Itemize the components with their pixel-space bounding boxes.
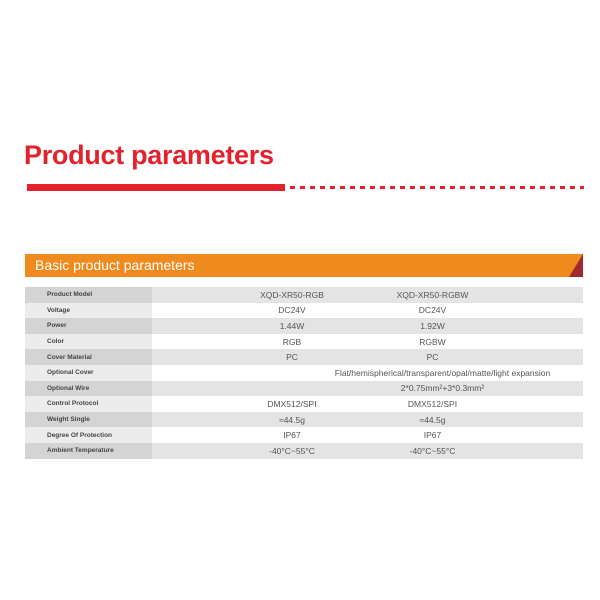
row-label: Control Protocol [25,396,152,412]
row-label: Optional Cover [25,364,152,381]
table-row: Degree Of Protection IP67 IP67 [25,427,583,443]
section-header: Basic product parameters [25,254,583,277]
table-row: Control Protocol DMX512/SPI DMX512/SPI [25,396,583,412]
row-value-rgbw: -40°C~55°C [392,442,583,459]
row-value-rgb: IP67 [152,427,392,443]
title-underline-solid [27,184,285,191]
title-underline-dashed [290,186,584,189]
row-value-rgbw: 1.92W [392,318,583,334]
table-row: Ambient Temperature -40°C~55°C -40°C~55°C [25,442,583,459]
page-title: Product parameters [24,140,274,170]
section-title: Basic product parameters [35,257,195,273]
row-label: Color [25,333,152,350]
table-row: Optional Wire 2*0.75mm²+3*0.3mm² [25,380,583,397]
row-label: Cover Material [25,349,152,365]
table-row: Product Model XQD-XR50-RGB XQD-XR50-RGBW [25,287,583,303]
row-value: 2*0.75mm²+3*0.3mm² [152,380,583,397]
row-label: Degree Of Protection [25,427,152,443]
row-label: Voltage [25,302,152,319]
row-value-rgb: XQD-XR50-RGB [152,287,392,303]
row-value-rgbw: DMX512/SPI [392,396,583,412]
row-value-rgb: PC [152,349,392,365]
row-value-rgb: RGB [152,333,392,350]
row-label: Optional Wire [25,380,152,397]
row-value-rgb: -40°C~55°C [152,442,392,459]
row-value-rgbw: RGBW [392,333,583,350]
table-row: Weight Single ≈44.5g ≈44.5g [25,411,583,428]
row-value-rgbw: XQD-XR50-RGBW [392,287,583,303]
row-label: Power [25,318,152,334]
row-value-rgbw: DC24V [392,302,583,319]
table-row: Power 1.44W 1.92W [25,318,583,334]
row-value: Flat/hemispherical/transparent/opal/matt… [152,364,583,381]
row-label: Product Model [25,287,152,303]
row-value-rgbw: ≈44.5g [392,411,583,428]
table-row: Optional Cover Flat/hemispherical/transpa… [25,364,583,381]
table-row: Voltage DC24V DC24V [25,302,583,319]
row-value-rgbw: IP67 [392,427,583,443]
row-value-rgb: DC24V [152,302,392,319]
table-row: Color RGB RGBW [25,333,583,350]
table-row: Cover Material PC PC [25,349,583,365]
row-value-rgb: DMX512/SPI [152,396,392,412]
row-value-rgb: 1.44W [152,318,392,334]
row-label: Ambient Temperature [25,442,152,459]
parameters-table: Product Model XQD-XR50-RGB XQD-XR50-RGBW Vo… [25,287,583,459]
row-value-rgb: ≈44.5g [152,411,392,428]
row-value-rgbw: PC [392,349,583,365]
row-label: Weight Single [25,411,152,428]
section-corner-decoration [569,254,583,277]
